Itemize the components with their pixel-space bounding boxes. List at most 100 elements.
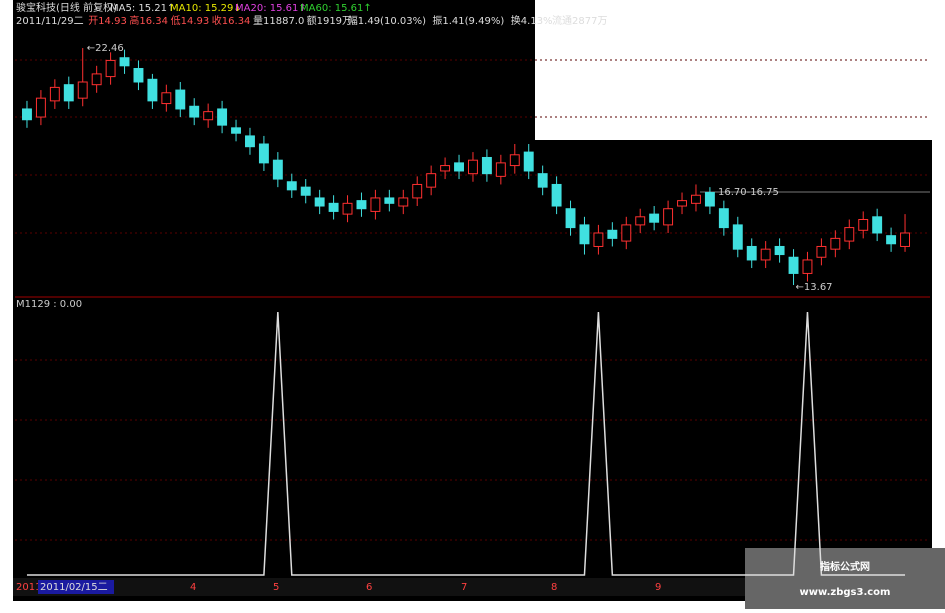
candle-body (203, 111, 214, 121)
quote-text: 幅1.49(10.03%) (348, 14, 426, 27)
x-axis-bar (13, 578, 932, 596)
watermark-url: www.zbgs3.com (800, 587, 891, 598)
x-axis-label: 5 (273, 582, 279, 593)
quote-text: 额1919万 (307, 14, 352, 27)
quote-text: 流通2877万 (552, 14, 607, 27)
header-text: MA20: 15.61↑ (235, 3, 307, 14)
date-highlight (38, 580, 114, 594)
candle-body (175, 89, 186, 110)
quote-text: 量11887.0 (253, 15, 304, 27)
candle-body (328, 202, 339, 212)
candle-body (314, 197, 325, 207)
candle-body (384, 197, 395, 204)
candle-body (468, 159, 478, 175)
candle-body (593, 232, 604, 247)
candle-body (189, 105, 200, 118)
x-axis-label: 2011/02/15二 (40, 582, 108, 593)
candle-body (900, 232, 910, 247)
quote-text: 低14.93 (171, 14, 210, 27)
candle-body (481, 156, 492, 175)
candle-body (35, 97, 46, 118)
candle-body (258, 143, 269, 164)
quote-text: 振1.41(9.49%) (432, 14, 504, 27)
x-axis-label: 6 (366, 582, 372, 593)
candle-body (161, 92, 172, 105)
candle-body (579, 224, 590, 245)
candle-body (872, 216, 883, 234)
header-text: 骏宝科技(日线 前复权) (16, 1, 117, 14)
candle-body (677, 200, 687, 207)
candle-body (718, 208, 729, 229)
watermark-title: 指标公式网 (820, 560, 870, 573)
candle-body (663, 208, 674, 226)
candle-body (370, 197, 381, 212)
candle-body (635, 216, 646, 226)
candle-body (760, 248, 771, 261)
x-axis-label: 7 (461, 582, 467, 593)
candle-body (356, 200, 367, 210)
quote-text: 换4.13% (511, 14, 553, 27)
candle-body (788, 256, 799, 274)
candle-body (217, 108, 228, 126)
candle-body (63, 84, 74, 102)
candle-body (495, 162, 506, 177)
quote-text: 收16.34 (212, 14, 251, 27)
candle-body (551, 183, 562, 207)
candle-body (119, 57, 130, 67)
candle-body (286, 181, 297, 191)
x-axis-label: 4 (190, 582, 196, 593)
candle-body (858, 219, 869, 231)
x-axis-label: 2011 (16, 582, 41, 593)
candle-body (649, 213, 660, 223)
candle-body (523, 151, 534, 172)
header-text: MA10: 15.29↓ (170, 3, 242, 14)
quote-text: 高16.34 (129, 14, 168, 27)
candle-body (245, 135, 255, 148)
candle-body (844, 227, 855, 242)
candle-body (49, 86, 60, 102)
annotation: ←22.46 (87, 43, 124, 54)
candle-body (886, 235, 897, 245)
candle-body (746, 245, 757, 261)
candle-body (272, 159, 283, 180)
candle-body (565, 208, 576, 229)
x-axis-label: 9 (655, 582, 661, 593)
candle-body (691, 194, 701, 204)
candle-body (816, 245, 827, 258)
candle-body (537, 173, 548, 188)
indicator-line (26, 311, 906, 576)
candle-body (91, 73, 102, 86)
quote-text: 开14.93 (88, 16, 127, 27)
candle-body (440, 165, 451, 172)
candle-body (231, 127, 241, 134)
candle-body (704, 192, 715, 207)
candle-body (398, 197, 409, 207)
candle-body (342, 202, 353, 215)
candle-body (133, 68, 144, 83)
indicator-title: M1129 : 0.00 (16, 299, 82, 310)
candle-body (426, 173, 437, 188)
candle-body (300, 186, 311, 196)
candle-body (774, 245, 785, 256)
annotation: ←13.67 (796, 282, 833, 293)
candle-body (147, 78, 158, 102)
candle-body (732, 224, 743, 250)
candle-body (454, 162, 464, 172)
watermark-box (745, 548, 945, 609)
annotation: 16.70-16.75 (718, 187, 779, 198)
candle-body (830, 237, 841, 250)
candle-body (621, 224, 632, 242)
candle-body (77, 81, 88, 99)
x-axis-label: 8 (551, 582, 557, 593)
crop-area (932, 140, 945, 609)
header-text: MA5: 15.21↑ (110, 3, 175, 14)
candle-body (412, 183, 423, 199)
candle-body (802, 259, 813, 274)
candle-body (22, 108, 32, 121)
header-text: MA60: 15.61↑ (300, 3, 372, 14)
quote-text: 2011/11/29二 (16, 16, 84, 27)
candle-body (105, 59, 116, 78)
candle-body (509, 154, 520, 167)
candle-body (607, 229, 618, 239)
